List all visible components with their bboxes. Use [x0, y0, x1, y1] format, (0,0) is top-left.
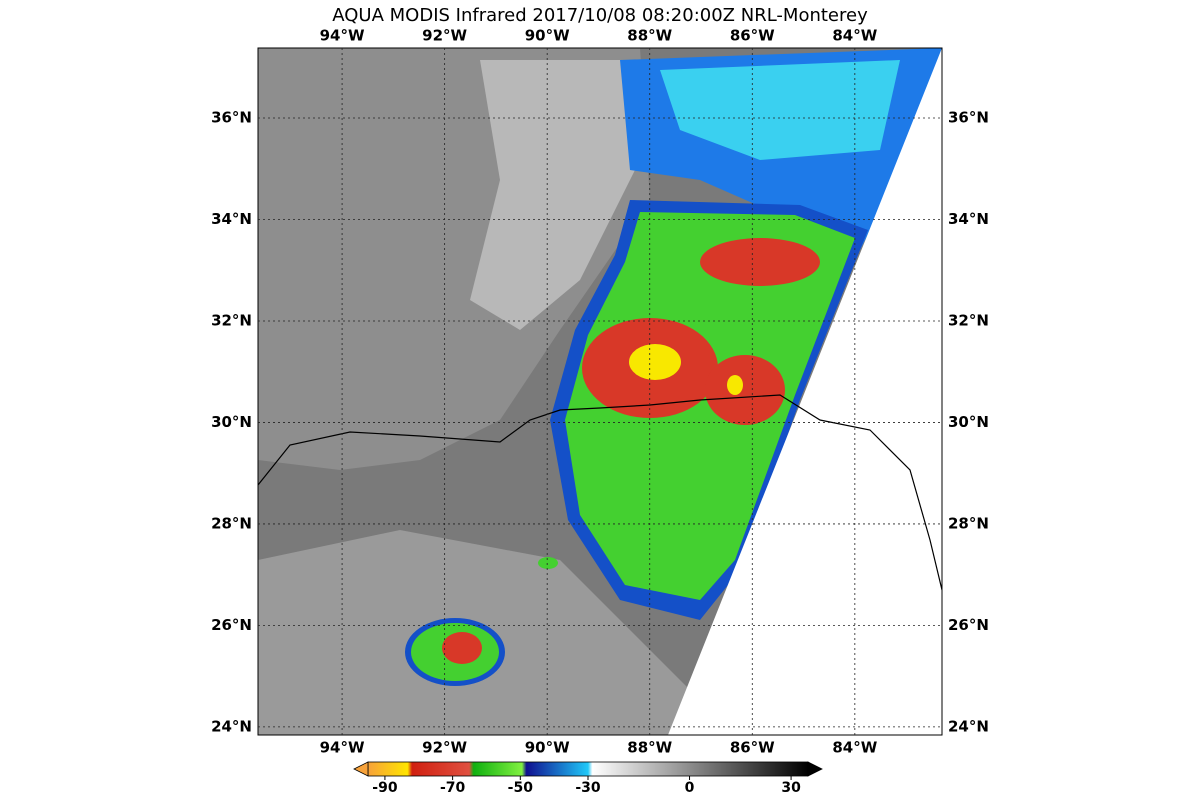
lat-label: 24°N [211, 717, 252, 735]
colorbar-label: 30 [781, 780, 801, 796]
lon-label: 94°W [320, 739, 365, 757]
colorbar-label: -70 [440, 780, 466, 796]
colorbar-arrow [807, 761, 823, 777]
colorbar-label: -90 [372, 780, 398, 796]
lat-label: 26°N [211, 616, 252, 634]
title: AQUA MODIS Infrared 2017/10/08 08:20:00Z… [332, 5, 868, 26]
lon-label: 94°W [320, 27, 365, 45]
colorbar-label: 0 [685, 780, 695, 796]
lat-label: 28°N [948, 514, 989, 532]
lon-label: 86°W [730, 739, 775, 757]
colorbar [367, 761, 809, 777]
lat-label: 28°N [211, 514, 252, 532]
lon-label: 84°W [832, 27, 877, 45]
lon-label: 88°W [627, 27, 672, 45]
colorbar-label: -50 [508, 780, 534, 796]
lon-label: 86°W [730, 27, 775, 45]
lon-label: 92°W [422, 739, 467, 757]
lon-label: 84°W [832, 739, 877, 757]
lat-label: 24°N [948, 717, 989, 735]
lat-label: 36°N [211, 109, 252, 127]
imagery [258, 48, 942, 735]
lat-label: 26°N [948, 616, 989, 634]
map-frame [257, 47, 943, 736]
lat-label: 34°N [211, 210, 252, 228]
lat-label: 30°N [948, 413, 989, 431]
lat-label: 32°N [948, 311, 989, 329]
lat-label: 34°N [948, 210, 989, 228]
lon-label: 92°W [422, 27, 467, 45]
lon-label: 90°W [525, 27, 570, 45]
lat-label: 36°N [948, 109, 989, 127]
colorbar-label: -30 [575, 780, 601, 796]
colorbar-arrow [353, 761, 369, 777]
lon-label: 88°W [627, 739, 672, 757]
lon-label: 90°W [525, 739, 570, 757]
lat-label: 32°N [211, 311, 252, 329]
lat-label: 30°N [211, 413, 252, 431]
